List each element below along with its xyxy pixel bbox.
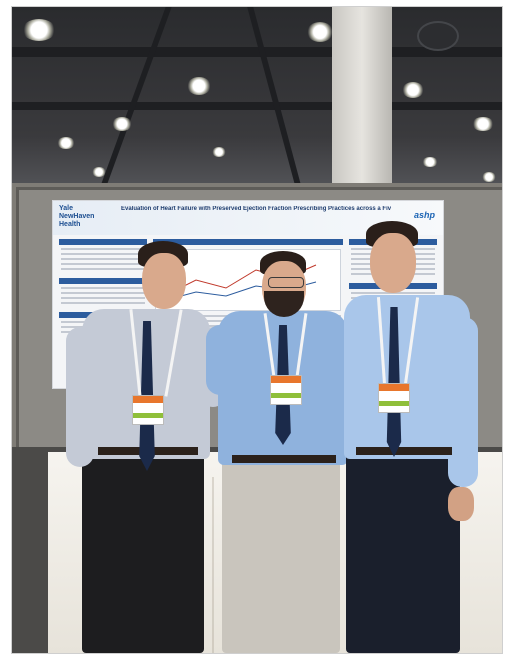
ceiling-light <box>212 147 226 157</box>
poster-logo: Yale NewHaven Health <box>59 205 94 229</box>
ceiling-light <box>92 167 106 177</box>
glasses-icon <box>268 277 304 288</box>
ceiling-light <box>307 22 333 42</box>
ceiling-light <box>472 117 494 131</box>
ceiling-light <box>112 117 132 131</box>
name-badge <box>270 375 302 405</box>
ceiling-light <box>402 82 424 98</box>
poster-logo-line: Health <box>59 221 81 228</box>
person-middle-pants <box>222 455 340 653</box>
person-left-face <box>142 253 186 309</box>
person-right-pants <box>346 451 460 653</box>
ceiling-vent <box>417 21 459 51</box>
person-right-tie <box>386 307 402 457</box>
person-right-belt <box>356 447 452 455</box>
ceiling-beam <box>98 7 172 192</box>
person-middle-belt <box>232 455 336 463</box>
person-right-hand <box>448 487 474 521</box>
ceiling-light <box>22 19 56 41</box>
ceiling-beam <box>12 102 502 110</box>
person-left-pants <box>82 447 204 653</box>
poster-brand-logo: ashp <box>413 210 435 220</box>
poster-title: Evaluation of Heart Failure with Preserv… <box>121 206 391 212</box>
photo-frame: Yale NewHaven Health Evaluation of Heart… <box>11 6 503 654</box>
name-badge <box>132 395 164 425</box>
ceiling-light <box>422 157 438 167</box>
tablecloth-fold <box>212 477 214 653</box>
ceiling-light <box>57 137 75 149</box>
ceiling-light <box>482 172 496 182</box>
person-right-face <box>370 233 416 293</box>
ceiling-light <box>187 77 211 95</box>
poster-logo-line: Yale <box>59 205 74 212</box>
poster-section-bar <box>59 278 147 284</box>
poster-logo-line: NewHaven <box>59 213 95 220</box>
name-badge <box>378 383 410 413</box>
ceiling-beam <box>247 7 303 192</box>
poster-section-bar <box>153 239 343 245</box>
convention-hall-ceiling <box>12 7 502 192</box>
poster-section-bar <box>59 239 147 245</box>
hall-pillar <box>332 7 392 192</box>
ceiling-beam <box>12 47 502 57</box>
